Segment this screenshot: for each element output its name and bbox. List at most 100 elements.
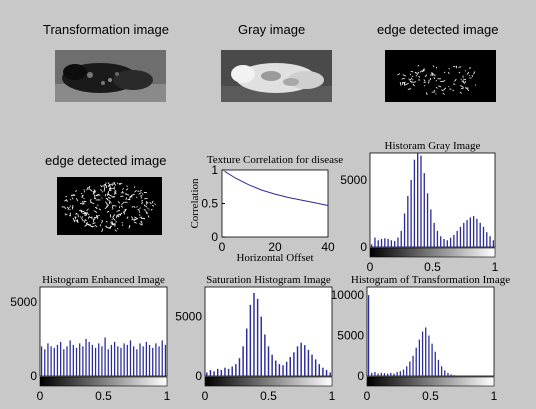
edge-pixel xyxy=(131,218,135,221)
edge-pixel xyxy=(466,71,470,75)
histogram-bar xyxy=(98,343,100,376)
edge-pixel xyxy=(121,201,125,206)
histogram-bar xyxy=(53,347,55,376)
y-tick-label: 5000 xyxy=(337,329,364,343)
histogram-bar xyxy=(60,341,62,376)
y-tick-label: 0 xyxy=(30,369,37,383)
histogram-bar xyxy=(399,371,401,376)
edge-pixel xyxy=(435,80,437,82)
edge-pixel xyxy=(433,89,436,92)
edge-pixel xyxy=(85,221,88,225)
y-tick-label: 0 xyxy=(357,369,364,383)
histogram-bar xyxy=(129,340,132,376)
edge-pixel xyxy=(402,82,406,84)
histogram-bar xyxy=(158,346,160,376)
edge-pixel xyxy=(448,71,450,75)
x-tick-label: 1 xyxy=(492,260,499,274)
edge-pixel xyxy=(433,76,436,80)
histogram-bar xyxy=(449,237,452,247)
histogram-bar xyxy=(415,347,417,376)
edge-pixel xyxy=(452,89,455,92)
edge-pixel xyxy=(435,87,438,89)
histogram-bar xyxy=(69,340,71,376)
edge-pixel xyxy=(409,77,413,81)
histogram-bar xyxy=(271,354,273,376)
edge-pixel xyxy=(419,71,422,73)
edge-pixel xyxy=(86,186,89,191)
edge-background xyxy=(385,50,496,102)
histogram-bar xyxy=(377,373,379,376)
histogram-bar xyxy=(476,218,478,247)
edge-pixel xyxy=(128,224,131,227)
histogram-bar xyxy=(444,370,446,376)
histogram-bar xyxy=(123,343,125,376)
edge-pixel xyxy=(147,207,149,210)
edge-pixel xyxy=(114,229,117,232)
edge-pixel xyxy=(89,198,92,202)
histogram-bar xyxy=(79,343,81,376)
histogram-bar xyxy=(91,344,94,376)
edge-pixel xyxy=(106,210,110,213)
edge-pixel xyxy=(120,205,124,208)
chart-title: Histogram Enhanced Image xyxy=(42,274,165,286)
edge-pixel xyxy=(407,88,412,90)
edge-pixel xyxy=(70,194,75,197)
histogram-bar xyxy=(453,234,455,247)
histogram-bar xyxy=(289,357,291,376)
edge-pixel xyxy=(80,209,84,213)
y-tick-label: 10000 xyxy=(331,288,365,302)
histogram-gray-chart: Historam Gray Image 0 5000 0 0.5 1 xyxy=(340,140,499,274)
edge-pixel xyxy=(101,228,104,233)
histogram-bar xyxy=(456,230,458,247)
histogram-bar xyxy=(50,346,52,376)
edge-pixel xyxy=(422,69,426,73)
histogram-bar xyxy=(423,173,425,247)
transformation-image-title: Transformation image xyxy=(43,22,169,37)
histogram-bar xyxy=(383,373,386,376)
histogram-bar xyxy=(380,372,382,376)
edge-pixel xyxy=(111,208,114,210)
x-tick-label: 0 xyxy=(202,389,209,403)
histogram-bar xyxy=(407,195,409,247)
edge-pixel xyxy=(127,198,131,201)
edge-pixel xyxy=(92,222,96,225)
edge-pixel xyxy=(81,216,83,219)
edge-pixel xyxy=(101,219,104,223)
colorbar xyxy=(369,247,496,258)
edge-pixel xyxy=(123,208,127,213)
edge-pixel xyxy=(125,193,130,196)
y-tick-label: 1 xyxy=(211,163,218,177)
edge-pixel xyxy=(462,81,465,84)
edge-pixel xyxy=(73,219,76,223)
histogram-bar xyxy=(418,339,421,376)
colorbar xyxy=(366,376,495,387)
edge-pixel xyxy=(119,212,123,216)
edge-pixel xyxy=(65,195,68,198)
x-tick-label: 0.5 xyxy=(422,389,439,403)
edge-pixel xyxy=(94,194,96,199)
histogram-bar xyxy=(220,370,223,376)
edge-pixel xyxy=(134,218,137,221)
histogram-bar xyxy=(443,238,445,247)
histogram-bar xyxy=(164,344,167,376)
edge-pixel xyxy=(94,206,97,208)
histogram-bar xyxy=(155,343,157,376)
histogram-bar xyxy=(40,346,43,376)
histogram-bar xyxy=(396,371,398,376)
edge-pixel xyxy=(105,220,108,223)
histogram-bar xyxy=(260,316,262,376)
histogram-bar xyxy=(75,347,78,376)
edge-pixel xyxy=(415,75,418,77)
edge-pixel xyxy=(151,200,154,204)
edge-pixel xyxy=(428,79,430,84)
histogram-bar xyxy=(282,365,284,376)
edge-pixel xyxy=(138,209,140,213)
edge-pixel xyxy=(109,214,112,218)
edge-pixel xyxy=(105,182,107,184)
histogram-bar xyxy=(440,366,443,376)
x-tick-label: 0 xyxy=(364,389,371,403)
histogram-bar xyxy=(238,358,241,376)
edge-pixel xyxy=(81,195,83,197)
edge-pixel xyxy=(75,212,77,215)
